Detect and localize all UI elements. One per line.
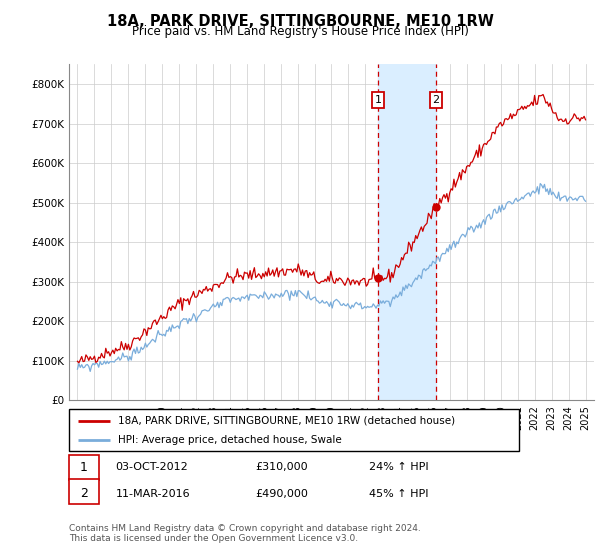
Text: 18A, PARK DRIVE, SITTINGBOURNE, ME10 1RW (detached house): 18A, PARK DRIVE, SITTINGBOURNE, ME10 1RW… bbox=[119, 416, 455, 426]
FancyBboxPatch shape bbox=[69, 409, 519, 451]
Text: 11-MAR-2016: 11-MAR-2016 bbox=[116, 489, 190, 499]
FancyBboxPatch shape bbox=[69, 479, 99, 504]
Text: 1: 1 bbox=[80, 461, 88, 474]
Text: 45% ↑ HPI: 45% ↑ HPI bbox=[369, 489, 428, 499]
Text: 2: 2 bbox=[433, 95, 440, 105]
Bar bbox=[378, 64, 436, 400]
Text: 1: 1 bbox=[374, 95, 382, 105]
Text: HPI: Average price, detached house, Swale: HPI: Average price, detached house, Swal… bbox=[119, 435, 342, 445]
Text: 03-OCT-2012: 03-OCT-2012 bbox=[116, 462, 188, 472]
Text: £310,000: £310,000 bbox=[256, 462, 308, 472]
Text: Price paid vs. HM Land Registry's House Price Index (HPI): Price paid vs. HM Land Registry's House … bbox=[131, 25, 469, 38]
Text: 2: 2 bbox=[80, 487, 88, 501]
Text: Contains HM Land Registry data © Crown copyright and database right 2024.
This d: Contains HM Land Registry data © Crown c… bbox=[69, 524, 421, 543]
Text: 24% ↑ HPI: 24% ↑ HPI bbox=[369, 462, 429, 472]
FancyBboxPatch shape bbox=[69, 455, 99, 480]
Text: £490,000: £490,000 bbox=[256, 489, 308, 499]
Text: 18A, PARK DRIVE, SITTINGBOURNE, ME10 1RW: 18A, PARK DRIVE, SITTINGBOURNE, ME10 1RW bbox=[107, 14, 493, 29]
